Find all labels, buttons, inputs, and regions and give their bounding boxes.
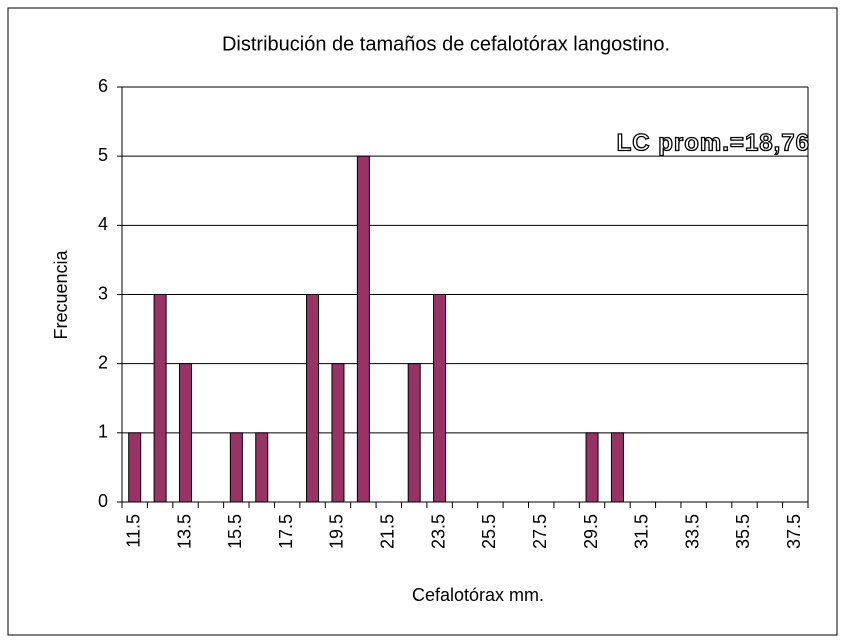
x-tick-label: 25.5 — [479, 514, 499, 549]
bar — [585, 432, 599, 503]
x-tick-label: 27.5 — [530, 514, 550, 549]
x-tick-label: 15.5 — [225, 514, 245, 549]
bar — [610, 432, 624, 503]
y-tick-label: 0 — [98, 491, 108, 511]
x-tick-label: 17.5 — [276, 514, 296, 549]
y-tick-label: 5 — [98, 145, 108, 165]
annotation: LC prom.=18,76 — [617, 129, 810, 156]
x-tick-label: 33.5 — [682, 514, 702, 549]
bar — [229, 432, 243, 503]
bar — [331, 363, 345, 503]
x-tick-label: 21.5 — [378, 514, 398, 549]
x-tick-label: 23.5 — [428, 514, 448, 549]
chart-border — [7, 7, 838, 636]
x-tick-label: 31.5 — [632, 514, 652, 549]
bar — [433, 294, 447, 503]
y-axis-label: Frecuencia — [51, 249, 71, 339]
y-tick-label: 3 — [98, 283, 108, 303]
bar — [179, 363, 193, 503]
y-tick-label: 6 — [98, 76, 108, 96]
bar — [407, 363, 421, 503]
x-tick-label: 13.5 — [174, 514, 194, 549]
bar — [153, 294, 167, 503]
chart-title: Distribución de tamaños de cefalotórax l… — [222, 33, 670, 55]
bar — [356, 155, 370, 503]
x-tick-label: 19.5 — [327, 514, 347, 549]
x-tick-label: 35.5 — [733, 514, 753, 549]
bar — [255, 432, 269, 503]
y-tick-label: 1 — [98, 422, 108, 442]
y-tick-label: 4 — [98, 214, 108, 234]
x-tick-label: 29.5 — [581, 514, 601, 549]
bar — [128, 432, 142, 503]
bar — [306, 294, 320, 503]
y-tick-label: 2 — [98, 352, 108, 372]
x-tick-label: 37.5 — [784, 514, 804, 549]
x-tick-label: 11.5 — [123, 514, 143, 548]
x-axis-label: Cefalotórax mm. — [412, 585, 544, 605]
